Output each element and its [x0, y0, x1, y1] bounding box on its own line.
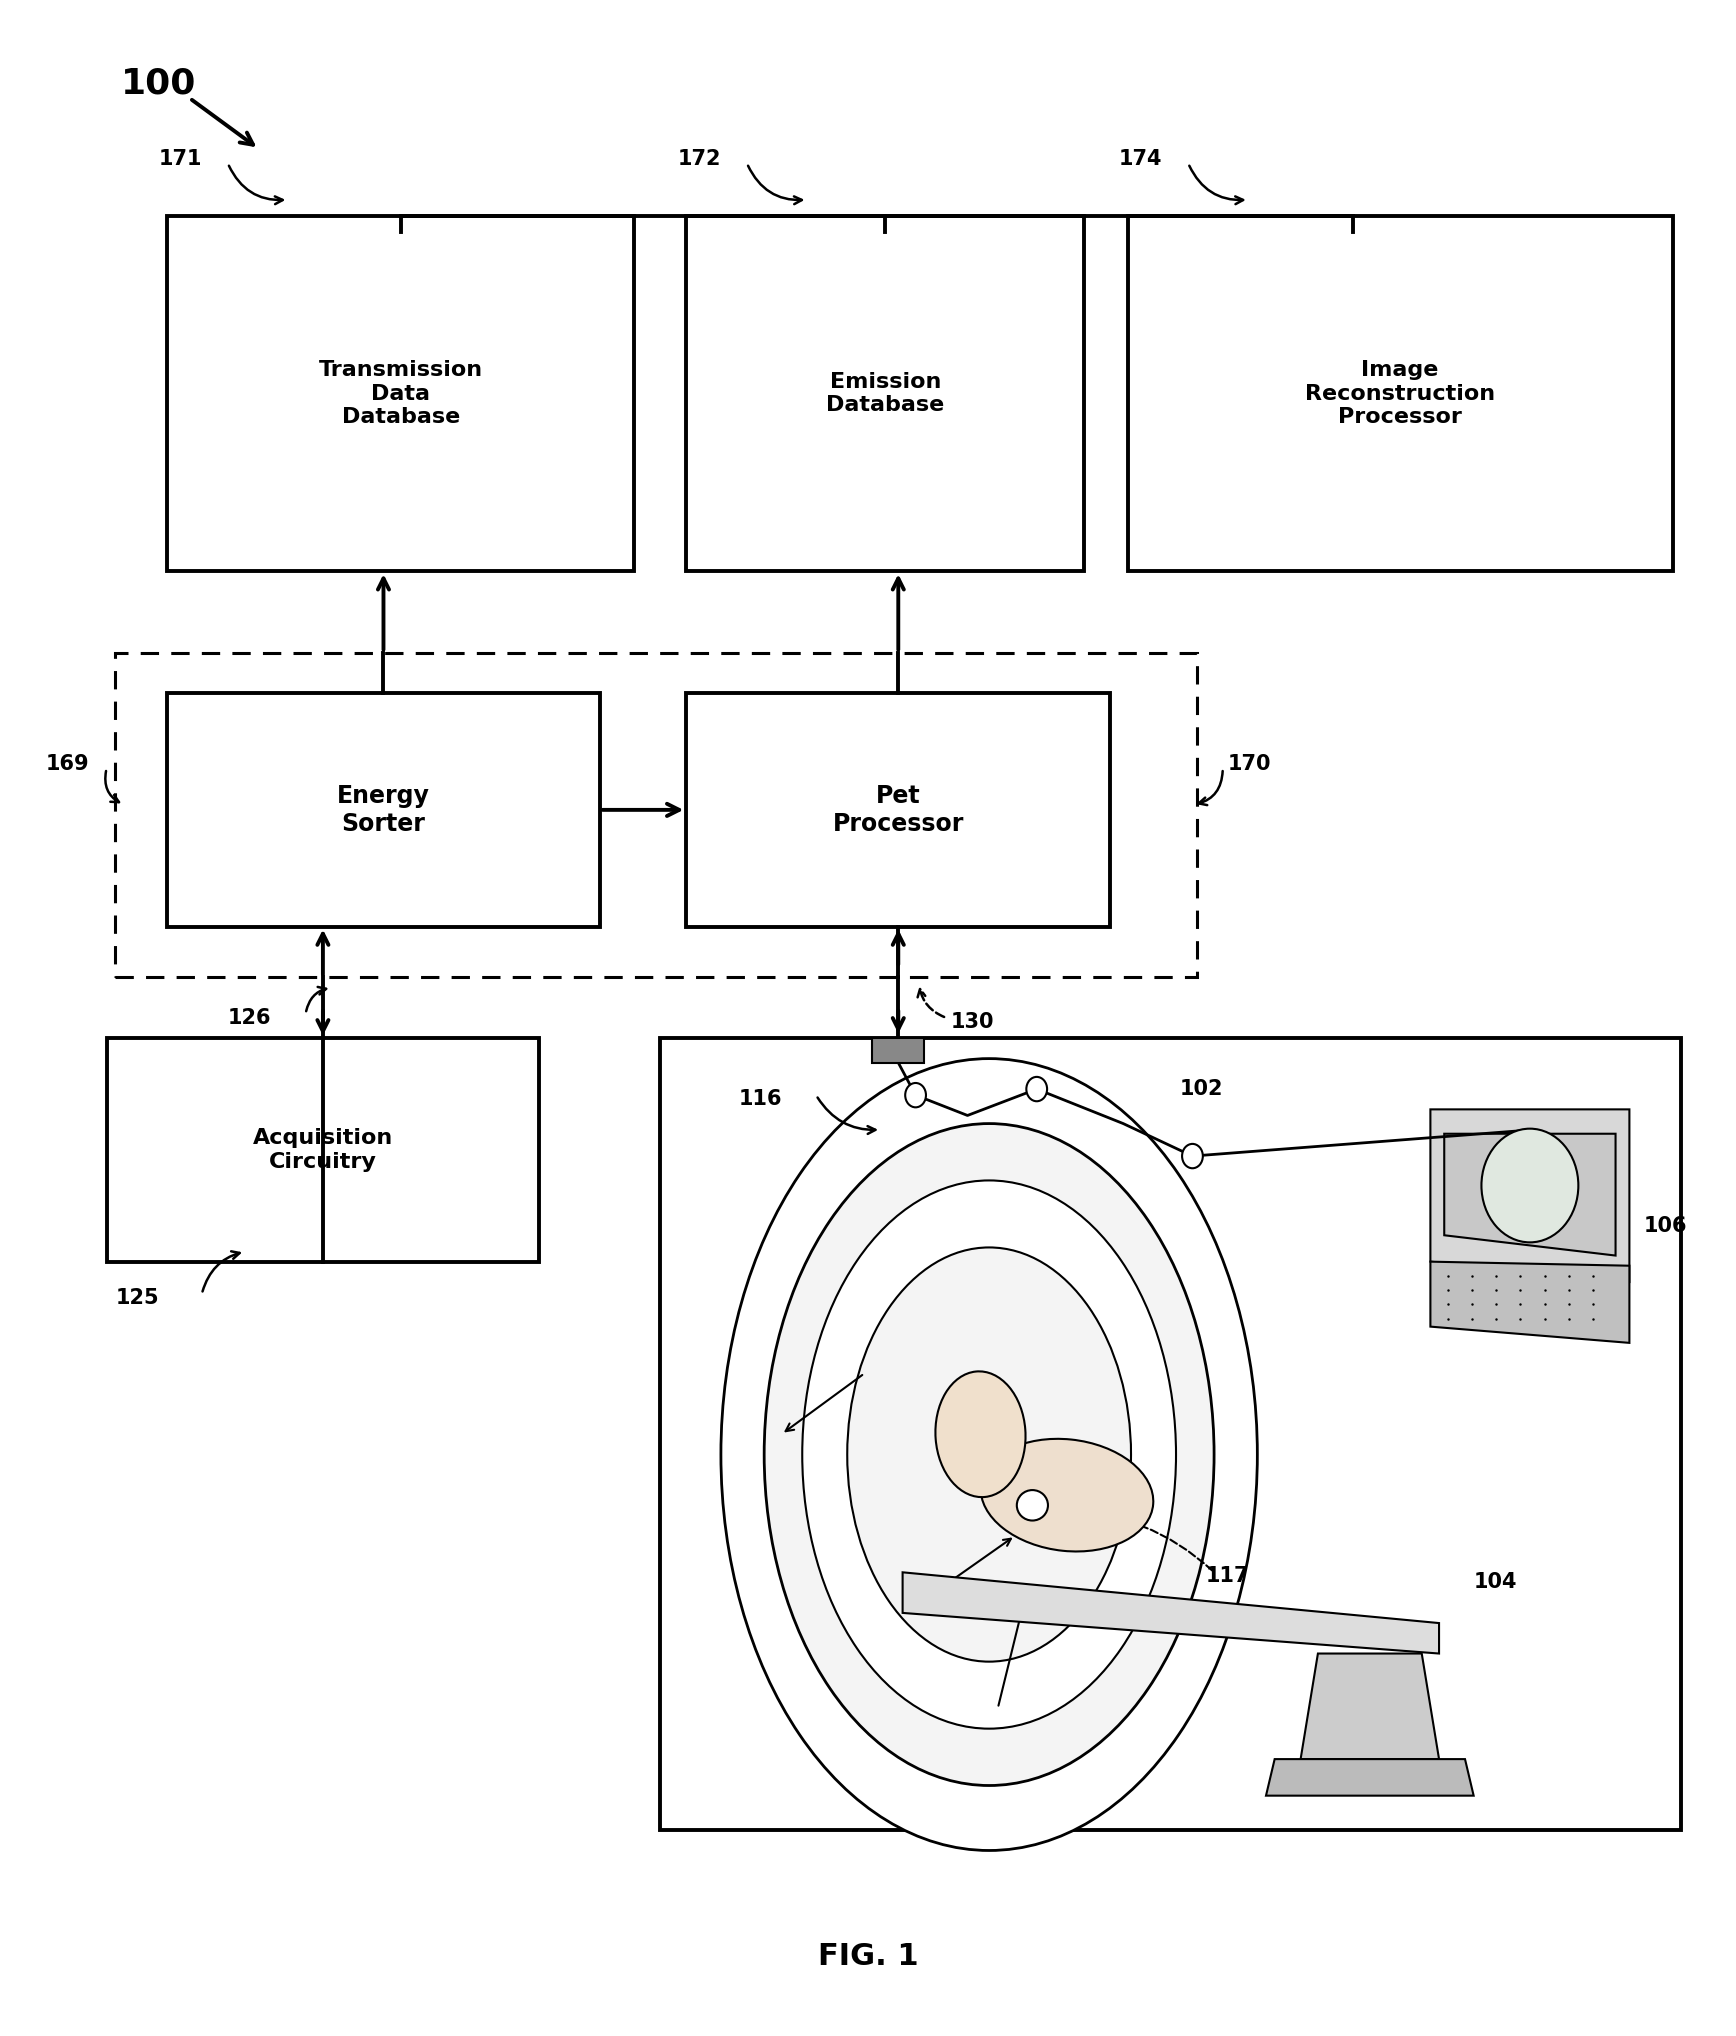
Text: 150: 150 [833, 1586, 877, 1606]
Text: 116: 116 [738, 1089, 781, 1110]
Text: 169: 169 [47, 753, 90, 774]
Text: 104: 104 [1474, 1572, 1517, 1592]
FancyBboxPatch shape [660, 1038, 1680, 1830]
Text: 125: 125 [115, 1289, 160, 1309]
Polygon shape [1430, 1110, 1630, 1283]
FancyBboxPatch shape [686, 692, 1111, 926]
Ellipse shape [981, 1439, 1153, 1551]
Text: 172: 172 [677, 149, 720, 169]
Text: 117: 117 [1205, 1566, 1248, 1586]
Text: 100: 100 [120, 67, 196, 102]
Polygon shape [1430, 1262, 1630, 1344]
Ellipse shape [1017, 1490, 1049, 1521]
Text: Transmission
Data
Database: Transmission Data Database [319, 360, 483, 428]
Text: 126: 126 [227, 1008, 271, 1028]
Circle shape [1481, 1128, 1578, 1242]
Polygon shape [1444, 1134, 1616, 1256]
Text: Energy
Sorter: Energy Sorter [337, 784, 431, 837]
Text: 111: 111 [790, 1354, 833, 1372]
FancyBboxPatch shape [686, 216, 1085, 572]
Ellipse shape [802, 1181, 1175, 1729]
Polygon shape [1266, 1759, 1474, 1796]
Text: 102: 102 [1179, 1079, 1222, 1099]
Text: 174: 174 [1120, 149, 1163, 169]
FancyBboxPatch shape [1128, 216, 1674, 572]
Ellipse shape [720, 1059, 1257, 1851]
Text: Acquisition
Circuitry: Acquisition Circuitry [253, 1128, 392, 1171]
Text: 106: 106 [1644, 1215, 1687, 1236]
FancyBboxPatch shape [871, 1038, 924, 1063]
Circle shape [1026, 1077, 1047, 1101]
Text: 171: 171 [158, 149, 201, 169]
Ellipse shape [764, 1124, 1213, 1786]
Polygon shape [1300, 1653, 1439, 1759]
Text: Emission
Database: Emission Database [826, 373, 944, 415]
Circle shape [904, 1083, 925, 1108]
Circle shape [1182, 1144, 1203, 1169]
Text: 170: 170 [1227, 753, 1271, 774]
FancyBboxPatch shape [167, 692, 599, 926]
FancyBboxPatch shape [106, 1038, 540, 1262]
Ellipse shape [936, 1372, 1026, 1496]
Text: 107: 107 [877, 1708, 920, 1729]
Text: Pet
Processor: Pet Processor [833, 784, 963, 837]
Ellipse shape [847, 1248, 1132, 1661]
FancyBboxPatch shape [167, 216, 634, 572]
Text: 130: 130 [950, 1012, 993, 1032]
Text: FIG. 1: FIG. 1 [818, 1942, 918, 1971]
Polygon shape [903, 1572, 1439, 1653]
Text: Image
Reconstruction
Processor: Image Reconstruction Processor [1305, 360, 1495, 428]
